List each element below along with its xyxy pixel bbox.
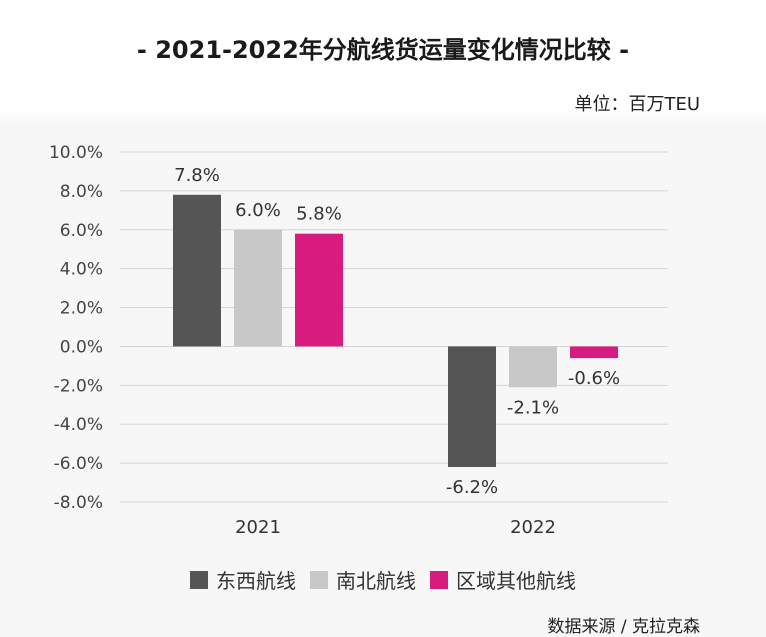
data-label: -0.6% xyxy=(568,368,620,389)
legend-label-regional-other: 区域其他航线 xyxy=(456,569,576,593)
source-label: 数据来源 / 克拉克森 xyxy=(547,617,700,637)
bars xyxy=(173,194,618,467)
data-label: 6.0% xyxy=(235,200,281,221)
bar-2021-series-2 xyxy=(295,233,343,347)
y-tick-label: -2.0% xyxy=(54,376,103,396)
legend: 东西航线 南北航线 区域其他航线 xyxy=(0,565,766,594)
legend-label-north-south: 南北航线 xyxy=(336,569,416,593)
bar-2022-series-1 xyxy=(509,346,557,388)
bar-2021-series-1 xyxy=(234,229,282,347)
y-tick-label: 6.0% xyxy=(60,221,103,241)
legend-item-north-south: 南北航线 xyxy=(310,565,416,594)
data-label: -2.1% xyxy=(507,397,559,418)
legend-swatch-north-south xyxy=(310,570,328,589)
legend-item-regional-other: 区域其他航线 xyxy=(430,565,576,594)
data-labels: 7.8% 6.0% 5.8% -6.2% -2.1% -0.6% xyxy=(174,165,620,498)
legend-item-east-west: 东西航线 xyxy=(190,565,296,594)
bar-2022-series-0 xyxy=(448,346,496,467)
data-label: -6.2% xyxy=(446,477,498,498)
y-tick-label: 8.0% xyxy=(60,182,103,202)
x-axis-categories: 2021 2022 xyxy=(235,517,556,538)
y-axis-ticks: 10.0% 8.0% 6.0% 4.0% 2.0% 0.0% -2.0% -4.0% -6.0%… xyxy=(49,143,103,513)
y-tick-label: -4.0% xyxy=(54,415,103,435)
y-tick-label: 4.0% xyxy=(60,260,103,280)
chart-title: - 2021-2022年分航线货运量变化情况比较 - xyxy=(136,36,630,64)
data-label: 5.8% xyxy=(296,204,342,225)
data-label: 7.8% xyxy=(174,165,220,186)
y-tick-label: -6.0% xyxy=(54,454,103,474)
x-category-label: 2022 xyxy=(510,517,556,538)
bar-2021-series-0 xyxy=(173,194,221,347)
x-category-label: 2021 xyxy=(235,517,281,538)
y-tick-label: -8.0% xyxy=(54,493,103,513)
y-tick-label: 10.0% xyxy=(49,143,103,163)
y-tick-label: 2.0% xyxy=(60,299,103,319)
legend-swatch-regional-other xyxy=(430,570,448,589)
unit-label: 单位：百万TEU xyxy=(574,94,700,115)
legend-swatch-east-west xyxy=(190,570,208,589)
legend-label-east-west: 东西航线 xyxy=(216,569,296,593)
y-tick-label: 0.0% xyxy=(60,337,103,357)
bar-2022-series-2 xyxy=(570,346,618,359)
